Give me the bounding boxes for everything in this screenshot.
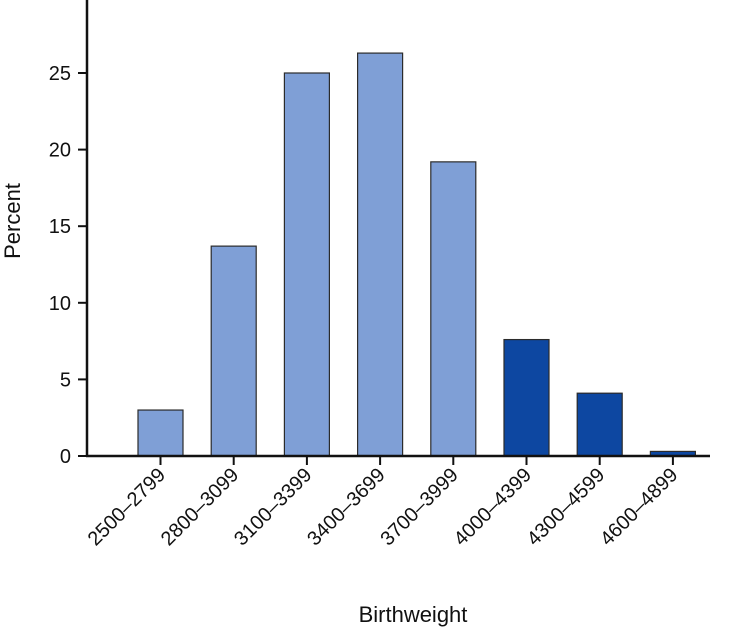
x-tick-label-3100–3399: 3100–3399	[230, 464, 316, 550]
y-tick-label-5: 5	[60, 369, 71, 391]
bar-2800–3099	[210, 245, 257, 457]
y-tick-label-25: 25	[49, 63, 71, 85]
x-axis-title: Birthweight	[359, 602, 468, 627]
x-tick-label-4300–4599: 4300–4599	[523, 464, 609, 550]
y-tick-label-0: 0	[60, 446, 71, 468]
x-tick-label-3700–3999: 3700–3999	[376, 464, 462, 550]
bar-4300–4599	[576, 392, 623, 457]
bar-2500–2799	[137, 409, 184, 457]
bars-group	[137, 52, 697, 457]
x-axis: 2500–27992800–30993100–33993400–36993700…	[84, 454, 710, 550]
bar-3700–3999	[430, 161, 477, 457]
y-axis-title: Percent	[0, 183, 25, 259]
bar-4000–4399	[503, 338, 550, 457]
y-axis: 0 5 10 15 20 25	[49, 0, 89, 468]
y-tick-label-20: 20	[49, 140, 71, 162]
x-tick-label-3400–3699: 3400–3699	[303, 464, 389, 550]
bar-3100–3399	[283, 72, 330, 457]
x-tick-label-2800–3099: 2800–3099	[157, 464, 243, 550]
bar-3400–3699	[357, 52, 404, 457]
x-tick-label-4600–4899: 4600–4899	[596, 464, 682, 550]
y-tick-label-10: 10	[49, 293, 71, 315]
x-tick-label-4000–4399: 4000–4399	[450, 464, 536, 550]
y-tick-label-15: 15	[49, 216, 71, 238]
x-tick-label-2500–2799: 2500–2799	[84, 464, 170, 550]
